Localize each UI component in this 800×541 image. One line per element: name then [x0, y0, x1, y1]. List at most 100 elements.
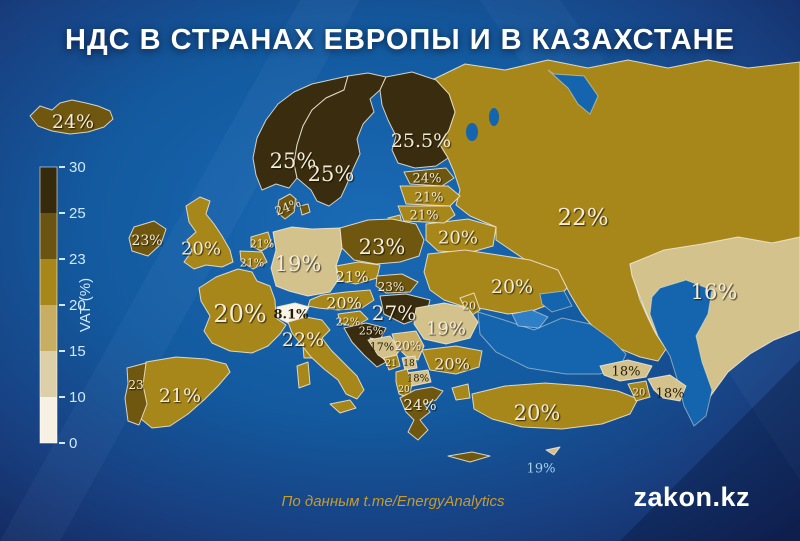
legend-segment-0 — [40, 167, 57, 213]
legend-border — [39, 166, 58, 444]
white-sea — [547, 69, 599, 115]
country-netherlands — [250, 231, 273, 252]
country-denmark-zealand — [299, 203, 311, 216]
countries-layer — [387, 59, 800, 413]
legend-segment-1 — [40, 213, 57, 259]
vat-label-estonia: 24% — [413, 172, 442, 187]
vat-label-sweden: 25% — [308, 162, 355, 186]
country-estonia — [403, 167, 455, 187]
vat-label-montenegro: 21 — [385, 359, 396, 369]
vat-label-ukraine: 20% — [491, 276, 533, 298]
vat-label-portugal: 23 — [128, 378, 143, 392]
vat-label-russia: 22% — [557, 205, 608, 231]
country-france — [198, 268, 287, 354]
vat-label-bosnia: 17% — [370, 341, 394, 354]
country-sweden — [293, 72, 387, 207]
legend-tick-label: 23 — [69, 251, 86, 268]
vat-label-belgium: 21% — [240, 257, 264, 270]
vat-label-croatia: 25% — [359, 325, 383, 338]
country-azerbaijan — [647, 374, 687, 402]
vat-label-kazakhstan: 16% — [691, 280, 738, 304]
country-ireland — [128, 220, 167, 257]
legend-segment-3 — [40, 305, 57, 351]
sea-of-azov — [539, 290, 573, 313]
island-sicily — [329, 399, 357, 414]
country-iceland — [29, 99, 114, 135]
legend-tick-label: 30 — [69, 159, 86, 176]
legend-tick-label: 20 — [69, 297, 86, 314]
country-romania — [413, 302, 479, 345]
vat-label-north-macedonia: 18% — [407, 374, 429, 385]
vat-legend: 30 25 23 20 15 10 0 — [39, 159, 86, 452]
legend-segment-4 — [40, 351, 57, 397]
country-germany — [270, 226, 343, 297]
country-slovenia — [337, 310, 369, 328]
vat-label-albania: 20 — [398, 385, 410, 395]
country-kazakhstan — [629, 236, 800, 413]
vat-label-azerbaijan: 18% — [656, 387, 685, 402]
legend-tick-label: 15 — [69, 343, 86, 360]
country-lithuania — [397, 205, 456, 224]
country-finland — [379, 71, 456, 169]
country-turkey-thrace — [451, 383, 471, 401]
vat-label-poland: 23% — [359, 235, 406, 259]
country-slovakia — [375, 273, 419, 294]
vat-label-czechia: 21% — [335, 268, 368, 286]
vat-label-bulgaria: 20% — [434, 355, 470, 374]
vat-label-austria: 20% — [326, 294, 362, 313]
lake-ladoga — [466, 123, 478, 141]
seas-layer — [466, 69, 713, 427]
legend-segment-5 — [40, 397, 57, 443]
corner-shade — [620, 360, 800, 541]
vat-label-slovakia: 23% — [378, 280, 405, 294]
country-belarus — [425, 218, 497, 254]
vat-label-armenia: 20 — [633, 388, 646, 399]
legend-tick-label: 25 — [69, 205, 86, 222]
vat-label-spain: 21% — [159, 385, 201, 407]
vat-label-norway: 25% — [270, 149, 317, 173]
country-italy — [287, 316, 365, 400]
vat-label-hungary: 27% — [372, 301, 416, 325]
page-title: НДС В СТРАНАХ ЕВРОПЫ И В КАЗАХСТАНЕ — [65, 24, 735, 56]
vat-label-latvia: 21% — [415, 191, 444, 206]
country-bulgaria — [421, 345, 483, 375]
country-turkey — [471, 382, 639, 430]
country-austria — [307, 289, 375, 311]
vat-label-cyprus: 19% — [527, 462, 556, 477]
country-georgia — [599, 359, 653, 382]
vat-label-iceland: 24% — [52, 111, 94, 133]
country-armenia — [627, 380, 651, 402]
vat-label-uk: 20% — [181, 239, 221, 260]
vat-label-romania: 19% — [426, 319, 466, 340]
vat-label-greece: 24% — [403, 396, 436, 414]
brand-logo: zakon.kz — [633, 482, 750, 512]
crimea — [511, 309, 549, 329]
country-latvia — [399, 185, 461, 207]
island-crete — [447, 451, 491, 463]
lake-onega — [489, 108, 499, 126]
vat-label-lithuania: 21% — [410, 209, 439, 224]
country-portugal — [124, 362, 148, 426]
vat-label-switzerland: 8.1% — [274, 308, 310, 323]
vat-label-turkey: 20% — [514, 401, 561, 425]
vat-label-moldova: 20 — [462, 300, 476, 313]
country-serbia — [391, 330, 425, 361]
vat-label-slovenia: 22% — [336, 316, 360, 329]
country-poland — [339, 218, 425, 265]
country-united-kingdom — [183, 196, 234, 270]
legend-tick-label: 10 — [69, 389, 86, 406]
vat-label-georgia: 18% — [612, 365, 641, 380]
vat-label-belarus: 20% — [438, 228, 478, 249]
legend-axis-label: VAT (%) — [77, 278, 94, 332]
legend-tick-label: 0 — [69, 435, 77, 452]
vat-label-germany: 19% — [275, 252, 322, 276]
legend-segment-2 — [40, 259, 57, 305]
country-montenegro — [383, 354, 401, 371]
country-greece — [399, 386, 444, 441]
country-denmark — [276, 193, 298, 220]
vat-label-france: 20% — [213, 300, 266, 328]
country-belgium — [239, 250, 268, 270]
vat-label-finland: 25.5% — [391, 130, 451, 152]
